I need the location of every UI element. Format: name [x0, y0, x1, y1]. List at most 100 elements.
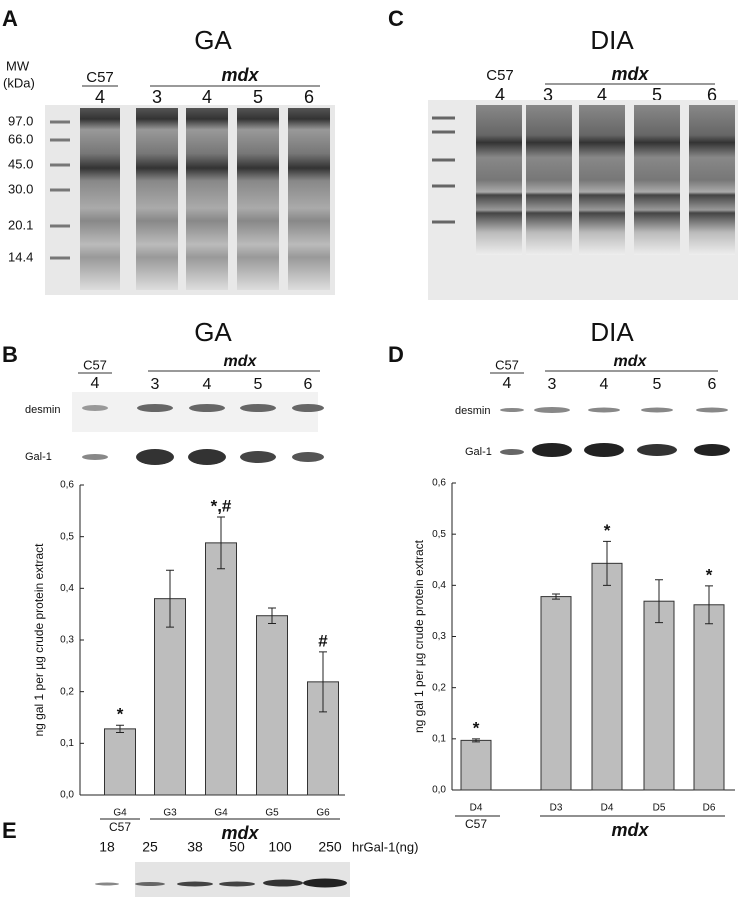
- panel-letter: D: [388, 342, 404, 367]
- y-tick-label: 0,5: [432, 529, 446, 540]
- bar: [104, 728, 136, 796]
- marker: 97.0: [8, 113, 33, 128]
- y-tick-label: 0,3: [432, 631, 446, 642]
- significance-label: *: [117, 705, 124, 724]
- lane-label: 4: [202, 87, 212, 107]
- x-tick-label: D4: [601, 803, 614, 814]
- lane-label: 4: [203, 376, 212, 393]
- y-axis-label: ng gal 1 per µg crude protein extract: [32, 543, 46, 737]
- blot-bands: [82, 404, 324, 465]
- lane-label: 5: [653, 376, 662, 393]
- lane-label: 3: [548, 376, 557, 393]
- panel-e: E 18 25 38 50 100 250 hrGal-1(ng): [2, 818, 418, 897]
- y-tick-label: 0,4: [432, 580, 446, 591]
- control-label: C57: [83, 357, 107, 372]
- blot-label: desmin: [25, 404, 60, 416]
- panel-title: GA: [194, 25, 232, 55]
- error-bar: [603, 540, 611, 586]
- blot: [72, 392, 318, 432]
- error-bar: [552, 593, 560, 600]
- lane-label: 6: [304, 376, 313, 393]
- control-label: C57: [486, 67, 514, 84]
- y-tick-label: 0,6: [432, 478, 446, 489]
- gel-lanes: [80, 108, 330, 290]
- panel-b: B GA C57 4 mdx 3 4 5 6 desmin Gal-1: [2, 317, 324, 465]
- error-bar: [217, 516, 225, 570]
- panel-title: DIA: [590, 317, 634, 347]
- x-tick-label: G4: [214, 808, 228, 819]
- lane-label: 3: [543, 85, 553, 105]
- lane-label: 4: [503, 375, 512, 392]
- marker: 45.0: [8, 156, 33, 171]
- error-bar: [116, 724, 124, 733]
- group-label: mdx: [611, 64, 649, 84]
- y-tick-label: 0,5: [60, 531, 74, 542]
- blot-bands: [95, 878, 347, 888]
- panel-title: DIA: [590, 25, 634, 55]
- amount-label: 250: [318, 839, 342, 855]
- panel-a: A GA MW (kDa) 97.0 66.0 45.0 30.0 20.1 1…: [2, 6, 335, 295]
- y-tick-label: 0,0: [432, 785, 446, 796]
- x-tick-label: G4: [113, 808, 127, 819]
- bar: [591, 562, 623, 791]
- y-tick-label: 0,3: [60, 635, 74, 646]
- error-bar: [319, 651, 327, 713]
- amount-label: 25: [142, 839, 158, 855]
- group-label: mdx: [611, 820, 649, 840]
- unit-label: hrGal-1(ng): [352, 839, 418, 854]
- marker: 66.0: [8, 131, 33, 146]
- mw-unit: (kDa): [3, 75, 35, 90]
- lane-label: 4: [91, 375, 100, 392]
- y-tick-label: 0,2: [432, 682, 446, 693]
- panel-letter: C: [388, 6, 404, 31]
- lane-label: 4: [95, 87, 105, 107]
- amount-label: 38: [187, 839, 203, 855]
- blot-bands: [500, 407, 730, 457]
- blot-label: desmin: [455, 405, 490, 417]
- mw-label: MW: [6, 58, 30, 73]
- x-tick-label: D4: [470, 803, 483, 814]
- blot-label: Gal-1: [25, 451, 52, 463]
- lane-label: 5: [253, 87, 263, 107]
- group-label: mdx: [221, 823, 259, 843]
- amount-label: 100: [268, 839, 292, 855]
- lane-label: 4: [495, 85, 505, 105]
- error-bar: [472, 738, 480, 743]
- x-tick-label: G5: [265, 808, 279, 819]
- group-label: mdx: [614, 353, 648, 370]
- marker: 20.1: [8, 217, 33, 232]
- significance-label: *,#: [211, 497, 232, 516]
- lane-label: 6: [304, 87, 314, 107]
- control-label: C57: [495, 357, 519, 372]
- bar: [460, 739, 492, 791]
- bar: [205, 542, 237, 796]
- lane-label: 5: [652, 85, 662, 105]
- lane-label: 6: [708, 376, 717, 393]
- blot-label: Gal-1: [465, 446, 492, 458]
- lane-label: 6: [707, 85, 717, 105]
- panel-letter: A: [2, 6, 18, 31]
- x-tick-label: G6: [316, 808, 330, 819]
- error-bar: [166, 569, 174, 628]
- significance-label: #: [318, 631, 328, 650]
- marker-lane: [50, 120, 70, 260]
- y-tick-label: 0,1: [60, 738, 74, 749]
- panel-d: D DIA C57 4 mdx 3 4 5 6 desmin Gal-1: [388, 317, 730, 458]
- y-tick-label: 0,1: [432, 733, 446, 744]
- gel-lanes: [476, 105, 735, 255]
- x-tick-label: G3: [163, 808, 177, 819]
- error-bar: [655, 579, 663, 624]
- y-tick-label: 0,4: [60, 583, 74, 594]
- significance-label: *: [604, 521, 611, 540]
- lane-label: 4: [600, 376, 609, 393]
- panel-letter: B: [2, 342, 18, 367]
- significance-label: *: [473, 718, 480, 737]
- bar: [643, 600, 675, 791]
- group-label: C57: [109, 820, 131, 834]
- group-label: mdx: [221, 65, 259, 85]
- significance-label: *: [706, 565, 713, 584]
- lane-label: 4: [597, 85, 607, 105]
- y-tick-label: 0,2: [60, 686, 74, 697]
- panel-letter: E: [2, 818, 17, 843]
